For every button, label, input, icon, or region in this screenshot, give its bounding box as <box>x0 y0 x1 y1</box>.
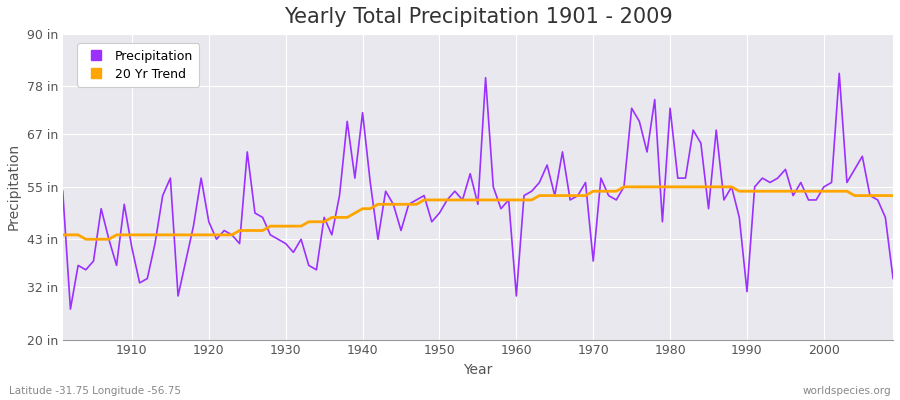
Text: worldspecies.org: worldspecies.org <box>803 386 891 396</box>
X-axis label: Year: Year <box>464 363 492 377</box>
Title: Yearly Total Precipitation 1901 - 2009: Yearly Total Precipitation 1901 - 2009 <box>284 7 672 27</box>
Text: Latitude -31.75 Longitude -56.75: Latitude -31.75 Longitude -56.75 <box>9 386 181 396</box>
Legend: Precipitation, 20 Yr Trend: Precipitation, 20 Yr Trend <box>77 43 199 87</box>
Y-axis label: Precipitation: Precipitation <box>7 143 21 230</box>
